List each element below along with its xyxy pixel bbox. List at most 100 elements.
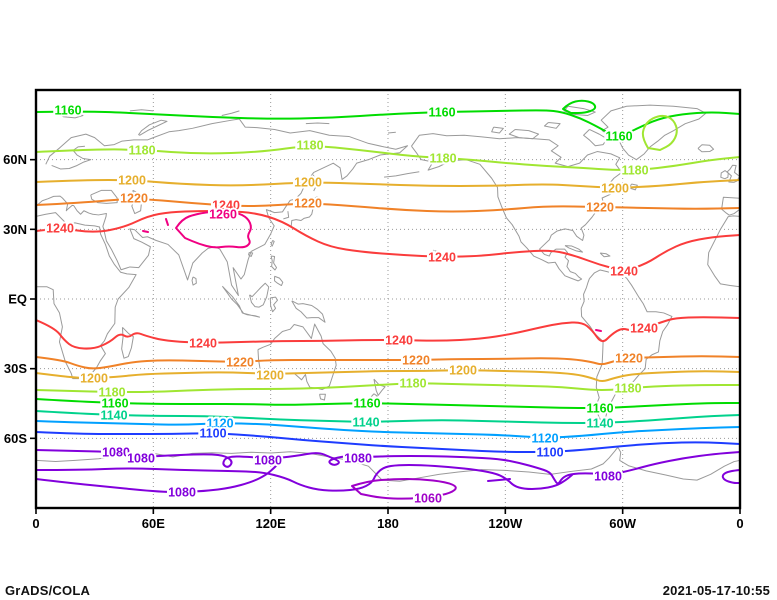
coastline [721,196,740,216]
coastline [720,170,729,180]
coastline [283,211,290,220]
coastline [319,393,326,401]
contour-label-1200: 1200 [601,182,629,196]
contour-1180-line [641,114,678,151]
contour-1200-line [36,179,740,189]
coastline [564,245,584,253]
contour-1060-line [351,478,457,500]
coastline [270,255,278,271]
contour-label-1220: 1220 [294,197,322,211]
x-axis-tick-label: 60E [142,516,165,531]
coastline [491,126,504,134]
contour-label-1220: 1220 [615,352,643,366]
contour-label-1200: 1200 [294,176,322,190]
contour-label-1240: 1240 [428,251,456,265]
contour-1260-line [175,210,252,249]
y-axis-tick-label: 30N [3,222,27,237]
coastline [36,212,137,380]
y-axis-tick-label: 60S [4,431,27,446]
coastline [384,171,420,178]
contour-label-1240: 1240 [610,265,638,279]
contour-label-1220: 1220 [120,192,148,206]
contour-1260-line [142,230,149,233]
contour-label-1220: 1220 [226,356,254,370]
contour-label-1080: 1080 [102,446,130,460]
coastline [221,285,261,318]
contour-label-1080: 1080 [168,486,196,500]
contour-1240-line [36,316,740,350]
contour-1120-line [36,420,740,439]
contour-1080-line [36,449,740,485]
plot-timestamp-label: 2021-05-17-10:55 [662,583,770,598]
grads-credit-label: GrADS/COLA [5,583,91,598]
coastline [600,104,707,161]
coastline [270,240,275,247]
coastline [583,129,608,147]
contour-label-1240: 1240 [212,199,240,213]
contour-label-1180: 1180 [296,139,323,153]
coastline [361,393,378,408]
coastline [726,164,740,183]
contour-label-1240: 1240 [189,337,217,351]
contour-label-1160: 1160 [586,402,613,416]
coastline [543,122,561,129]
y-axis-tick-label: EQ [8,292,27,307]
contour-1160-line [36,398,740,409]
contour-1160-line [36,109,740,136]
coastline [697,144,715,153]
contour-label-1080: 1080 [127,452,155,466]
axes: 0 60E 120E 180 120W 60W 0 60N 30N EQ 30S 60S [3,152,743,531]
contour-1240-line [36,210,740,271]
contour-1260-line [595,329,602,332]
contour-label-1200: 1200 [80,372,108,386]
contour-label-1220: 1220 [402,354,430,368]
contour-1080-line [487,478,511,482]
contour-label-1140: 1140 [586,417,613,431]
contour-1260-line [165,218,169,226]
contour-label-1100: 1100 [536,446,563,460]
contour-label-1180: 1180 [128,144,155,158]
contour-1080-line [36,464,573,492]
contour-label-1240: 1240 [630,322,658,336]
contour-label-1080: 1080 [344,452,372,466]
coastline [249,282,270,308]
contour-label-1160: 1160 [428,106,455,120]
contour-label-1260: 1260 [209,208,237,222]
coastline [707,215,740,288]
contour-1160-line [562,99,597,114]
coastline [432,249,438,252]
coastline [387,131,396,134]
coastline [191,276,197,286]
coastline [563,105,596,117]
contour-label-1180: 1180 [621,164,648,178]
contour-label-1080: 1080 [254,454,282,468]
y-axis-tick-label: 30S [4,361,27,376]
contour-1080-line [721,469,740,484]
x-axis-tick-label: 0 [32,516,39,531]
coastline [508,128,540,140]
coastline [411,133,623,282]
x-axis-tick-label: 180 [377,516,399,531]
coastline [131,189,143,215]
contour-label-1200: 1200 [256,369,284,383]
coastline [373,378,386,396]
contour-label-1160: 1160 [101,397,128,411]
contour-label-1080: 1080 [594,470,622,484]
coastline [59,112,84,119]
contour-label-1200: 1200 [118,174,146,188]
contour-lines [36,99,740,500]
coastline [51,145,92,170]
contour-1220-line [36,355,740,370]
x-axis-tick-label: 60W [609,516,636,531]
coastline [221,110,240,117]
contour-label-1100: 1100 [199,427,226,441]
contour-label-1180: 1180 [429,152,456,166]
contour-label-1240: 1240 [385,334,413,348]
y-axis-tick-label: 60N [3,152,27,167]
contour-label-1200: 1200 [449,364,477,378]
coastlines [36,104,740,482]
contour-1220-line [36,198,740,213]
